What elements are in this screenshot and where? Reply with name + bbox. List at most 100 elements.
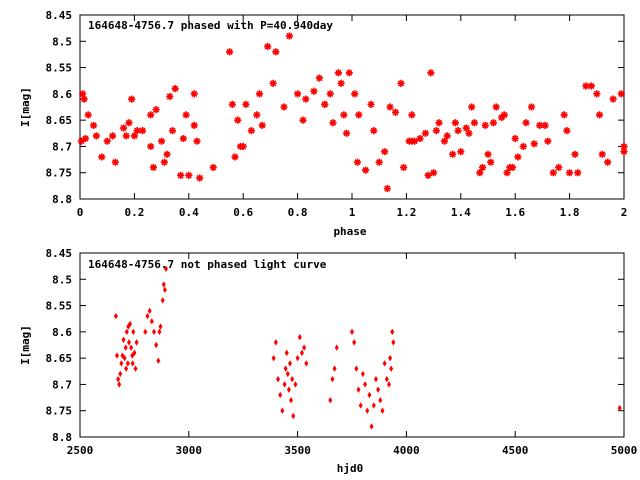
phased-data-point <box>168 127 177 135</box>
unphased-x-tick-label: 5000 <box>611 444 638 457</box>
phased-data-point <box>80 95 88 103</box>
unphased-data-point <box>113 312 118 320</box>
phased-data-point <box>103 137 111 145</box>
phased-data-point <box>185 171 193 179</box>
phased-data-point <box>190 90 198 98</box>
unphased-data-point <box>119 360 124 367</box>
phased-data-point <box>158 137 166 145</box>
unphased-data-point <box>162 286 167 293</box>
phased-data-point <box>264 42 272 51</box>
phased-data-point <box>149 163 158 172</box>
unphased-data-point <box>380 407 385 414</box>
phased-data-point <box>247 127 255 135</box>
phased-data-point <box>166 92 174 101</box>
phased-data-point <box>258 121 266 129</box>
phased-x-tick-label: 1 <box>349 206 356 219</box>
phased-data-point <box>209 163 217 172</box>
phased-data-point <box>457 148 465 156</box>
phased-y-tick-label: 8.65 <box>46 114 73 127</box>
unphased-data-point <box>147 307 152 315</box>
phased-y-tick-label: 8.5 <box>52 35 72 48</box>
unphased-data-point <box>378 397 383 404</box>
phased-data-point <box>147 111 155 119</box>
unphased-data-point <box>125 360 130 367</box>
unphased-data-point <box>116 375 121 383</box>
phased-data-point <box>492 103 500 111</box>
unphased-data-point <box>124 365 129 372</box>
phased-data-point <box>334 69 342 77</box>
phased-chart-title: 164648-4756.7 phased with P=40.940day <box>88 19 333 32</box>
phased-data-point <box>478 163 487 172</box>
unphased-panel: 164648-4756.7 not phased light curve hjd… <box>19 247 637 475</box>
unphased-data-point <box>132 349 137 357</box>
phased-data-point <box>125 119 133 127</box>
phased-data-point <box>397 79 405 87</box>
unphased-data-point <box>278 391 283 399</box>
phased-data-point <box>609 95 617 103</box>
unphased-data-point <box>151 328 156 336</box>
unphased-x-tick-label: 4500 <box>502 444 529 457</box>
unphased-data-point <box>149 318 154 325</box>
unphased-data-point <box>284 349 289 357</box>
phased-data-point <box>163 150 171 158</box>
unphased-data-point <box>158 323 163 330</box>
phased-data-point <box>435 119 443 127</box>
unphased-y-tick-label: 8.6 <box>52 326 72 339</box>
unphased-data-point <box>391 339 396 346</box>
phased-data-point <box>302 95 310 103</box>
phased-data-point <box>315 74 323 82</box>
phased-x-tick-label: 0 <box>77 206 84 219</box>
unphased-data-point <box>297 333 302 341</box>
phased-data-point <box>375 158 383 166</box>
unphased-data-point <box>293 381 298 388</box>
unphased-data-point <box>328 397 333 404</box>
phased-data-point <box>587 82 595 90</box>
unphased-data-point <box>354 365 359 372</box>
unphased-data-point <box>304 360 309 367</box>
unphased-data-point <box>302 344 307 351</box>
unphased-data-point <box>128 320 133 328</box>
phased-data-point <box>620 142 628 151</box>
phased-data-point <box>489 119 498 127</box>
phased-data-point <box>563 127 571 135</box>
unphased-y-tick-label: 8.8 <box>52 431 72 444</box>
phased-data-point <box>81 134 90 143</box>
unphased-data-point <box>332 365 337 372</box>
unphased-data-point <box>360 370 365 378</box>
unphased-data-point <box>276 375 281 383</box>
phased-data-point <box>476 169 484 177</box>
unphased-data-point <box>134 339 139 346</box>
phased-data-point <box>514 153 522 161</box>
phased-data-point <box>190 121 198 129</box>
phased-data-point <box>503 169 511 177</box>
phased-data-point <box>177 171 185 179</box>
unphased-data-point <box>291 412 296 420</box>
phased-data-point <box>353 158 362 166</box>
unphased-data-point <box>273 339 278 346</box>
phased-y-tick-label: 8.8 <box>52 193 72 206</box>
phased-data-point <box>179 134 187 143</box>
unphased-data-point <box>356 386 361 393</box>
phased-data-point <box>285 32 294 40</box>
phased-data-point <box>321 100 329 108</box>
phased-data-point <box>269 79 277 87</box>
phased-y-tick-label: 8.55 <box>46 62 73 75</box>
unphased-y-tick-label: 8.45 <box>46 247 73 260</box>
phased-y-axis-title: I[mag] <box>19 87 32 127</box>
phased-data-point <box>193 137 201 145</box>
phased-data-point <box>604 158 612 166</box>
phased-data-point <box>462 124 470 132</box>
phased-data-point <box>367 100 375 108</box>
phased-data-point <box>90 121 98 129</box>
phased-data-point <box>571 150 579 158</box>
phased-data-point <box>549 169 557 177</box>
phased-data-point <box>470 119 478 127</box>
unphased-data-point <box>160 297 165 304</box>
phased-data-point <box>294 90 302 98</box>
unphased-data-point <box>371 402 376 409</box>
phased-data-point <box>370 127 378 135</box>
unphased-data-point <box>299 349 304 357</box>
phased-data-point <box>544 137 552 145</box>
unphased-data-point <box>287 360 292 367</box>
phased-data-point <box>122 132 130 140</box>
